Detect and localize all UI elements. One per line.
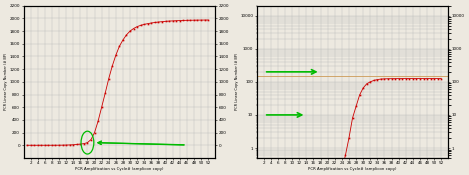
- Y-axis label: PCR Linear Copy Number (# BP): PCR Linear Copy Number (# BP): [235, 53, 239, 110]
- X-axis label: PCR Amplification vs Cycle# (amplicon copy): PCR Amplification vs Cycle# (amplicon co…: [308, 167, 397, 171]
- X-axis label: PCR Amplification vs Cycle# (amplicon copy): PCR Amplification vs Cycle# (amplicon co…: [75, 167, 164, 171]
- Y-axis label: PCR Linear Copy Number (# BP): PCR Linear Copy Number (# BP): [4, 53, 8, 110]
